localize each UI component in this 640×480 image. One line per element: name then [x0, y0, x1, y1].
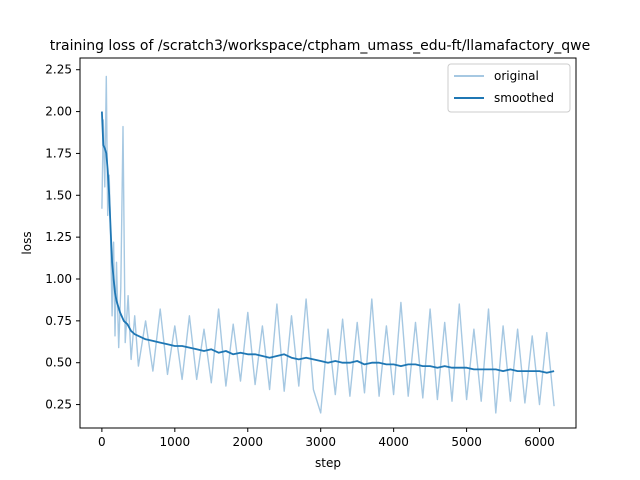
- y-tick-label: 0.25: [45, 398, 72, 412]
- y-axis: 0.25 0.50 0.75 1.00 1.25 1.50 1.75 2.00 2.25: [45, 63, 80, 412]
- y-tick-label: 0.75: [45, 314, 72, 328]
- y-tick-label: 1.50: [45, 188, 72, 202]
- y-tick-label: 1.00: [45, 272, 72, 286]
- y-tick-label: 2.00: [45, 105, 72, 119]
- y-tick-label: 0.50: [45, 356, 72, 370]
- x-tick-label: 5000: [451, 435, 482, 449]
- x-axis-label: step: [315, 456, 341, 470]
- x-tick-label: 1000: [160, 435, 191, 449]
- legend: original smoothed: [447, 63, 571, 113]
- x-tick-label: 3000: [305, 435, 336, 449]
- y-axis-label: loss: [20, 231, 34, 254]
- series-line-original: [101, 75, 555, 414]
- x-tick-label: 2000: [232, 435, 263, 449]
- y-tick-label: 2.25: [45, 63, 72, 77]
- chart-title: training loss of /scratch3/workspace/ctp…: [50, 38, 591, 54]
- plot-area: [80, 58, 576, 428]
- y-tick-label: 1.25: [45, 230, 72, 244]
- legend-label-original: original: [494, 69, 539, 83]
- series-layer: [101, 75, 555, 414]
- x-tick-label: 4000: [378, 435, 409, 449]
- legend-label-smoothed: smoothed: [494, 91, 554, 105]
- y-tick-label: 1.75: [45, 146, 72, 160]
- x-axis: 0 1000 2000 3000 4000 5000 6000: [98, 428, 555, 449]
- x-tick-label: 6000: [524, 435, 555, 449]
- plot-frame: [79, 57, 577, 429]
- x-tick-label: 0: [98, 435, 106, 449]
- series-line-smoothed: [101, 111, 555, 374]
